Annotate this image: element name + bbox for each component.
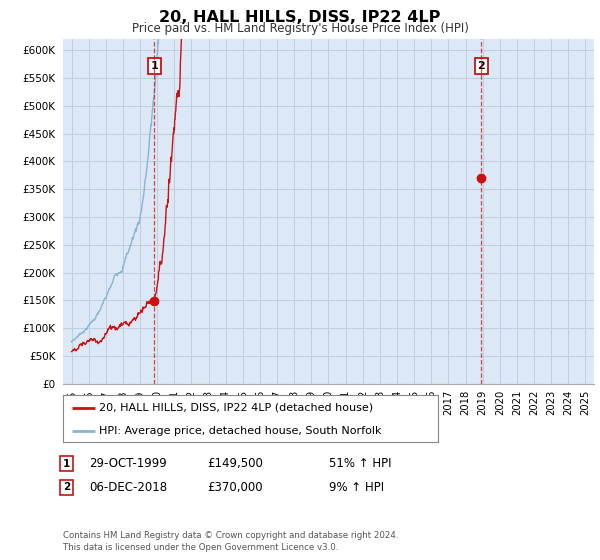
Text: 29-OCT-1999: 29-OCT-1999	[89, 457, 167, 470]
Text: 51% ↑ HPI: 51% ↑ HPI	[329, 457, 391, 470]
Text: 20, HALL HILLS, DISS, IP22 4LP: 20, HALL HILLS, DISS, IP22 4LP	[160, 10, 440, 25]
Text: 9% ↑ HPI: 9% ↑ HPI	[329, 480, 384, 494]
Text: 2: 2	[63, 482, 70, 492]
Text: Price paid vs. HM Land Registry's House Price Index (HPI): Price paid vs. HM Land Registry's House …	[131, 22, 469, 35]
Text: 1: 1	[63, 459, 70, 469]
Text: 1: 1	[151, 61, 158, 71]
Text: 2: 2	[478, 61, 485, 71]
Text: 20, HALL HILLS, DISS, IP22 4LP (detached house): 20, HALL HILLS, DISS, IP22 4LP (detached…	[98, 403, 373, 413]
Text: 06-DEC-2018: 06-DEC-2018	[89, 480, 167, 494]
Text: £149,500: £149,500	[207, 457, 263, 470]
Text: £370,000: £370,000	[207, 480, 263, 494]
Text: Contains HM Land Registry data © Crown copyright and database right 2024.
This d: Contains HM Land Registry data © Crown c…	[63, 531, 398, 552]
Text: HPI: Average price, detached house, South Norfolk: HPI: Average price, detached house, Sout…	[98, 426, 381, 436]
